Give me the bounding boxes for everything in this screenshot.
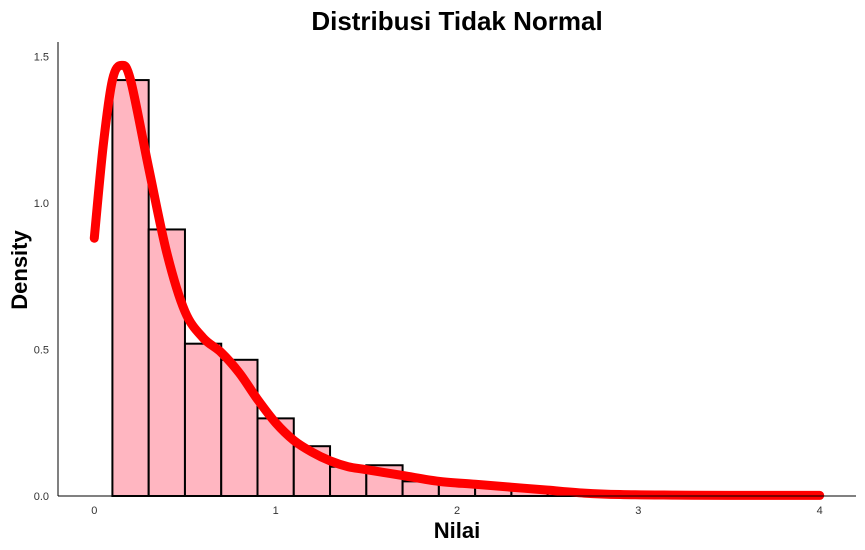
x-tick-label: 4	[817, 505, 823, 517]
histogram-bar-1	[147, 228, 186, 497]
chart-title: Distribusi Tidak Normal	[311, 6, 602, 36]
y-tick-label: 0.5	[34, 345, 49, 357]
y-tick-label: 1.5	[34, 52, 49, 64]
x-tick-label: 1	[273, 505, 279, 517]
x-tick-label: 3	[635, 505, 641, 517]
x-axis-ticks: 0 1 2 3 4	[91, 505, 823, 517]
histogram-bars	[111, 79, 658, 498]
density-curve	[89, 60, 825, 500]
density-curve-layer	[89, 60, 825, 500]
plot-area: 0 1 2 3 4 0.0 0.5 1.0 1.5	[34, 42, 856, 517]
y-tick-label: 0.0	[34, 491, 49, 503]
x-axis-title: Nilai	[434, 518, 480, 543]
x-tick-label: 0	[91, 505, 97, 517]
histogram-bar-2	[183, 342, 223, 497]
x-tick-label: 2	[454, 505, 460, 517]
y-axis-ticks: 0.0 0.5 1.0 1.5	[34, 52, 49, 503]
y-tick-label: 1.0	[34, 198, 49, 210]
y-axis-title: Density	[7, 230, 32, 310]
